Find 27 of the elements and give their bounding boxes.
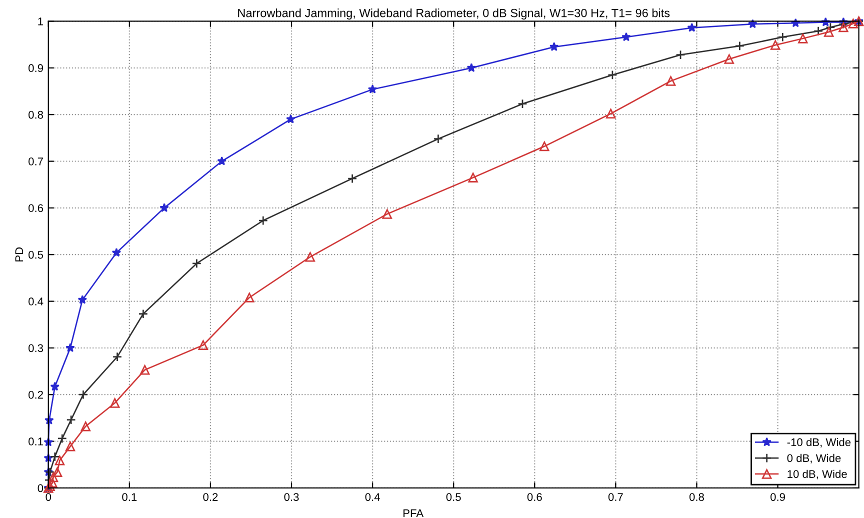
x-tick-label: 0.3: [284, 493, 299, 501]
legend-label: -10 dB, Wide: [787, 438, 851, 448]
x-tick-label: 0.1: [122, 493, 137, 501]
y-tick-label: 0.7: [28, 158, 43, 166]
chart-title: Narrowband Jamming, Wideband Radiometer, 0 dB Signal, W1=30 Hz, T1= 96 bits: [238, 8, 670, 20]
x-tick-label: 0.7: [608, 493, 623, 501]
x-tick-label: 0.9: [770, 493, 785, 501]
y-tick-label: 0.8: [28, 110, 44, 119]
x-tick-label: 0.6: [527, 493, 542, 501]
x-tick-label: 0.4: [365, 493, 380, 501]
x-tick-label: 0.8: [689, 493, 704, 501]
legend-label: 10 dB, Wide: [788, 470, 847, 480]
y-tick-label: 0.3: [28, 344, 44, 352]
y-tick-label: 0.9: [28, 64, 43, 72]
y-axis-title: PD: [15, 247, 23, 262]
y-tick-label: 0: [38, 484, 44, 492]
y-tick-label: 1: [38, 18, 43, 26]
x-tick-label: 0.2: [203, 493, 218, 501]
legend-label: 0 dB, Wide: [787, 454, 841, 464]
y-tick-label: 0.6: [28, 204, 44, 212]
y-tick-label: 0.1: [28, 438, 43, 446]
x-tick-label: 0: [46, 493, 52, 501]
y-tick-label: 0.5: [28, 250, 44, 259]
x-tick-label: 0.5: [446, 493, 461, 501]
y-tick-label: 0.2: [28, 390, 43, 399]
x-axis-title: PFA: [403, 509, 424, 518]
y-tick-label: 0.4: [28, 298, 44, 306]
